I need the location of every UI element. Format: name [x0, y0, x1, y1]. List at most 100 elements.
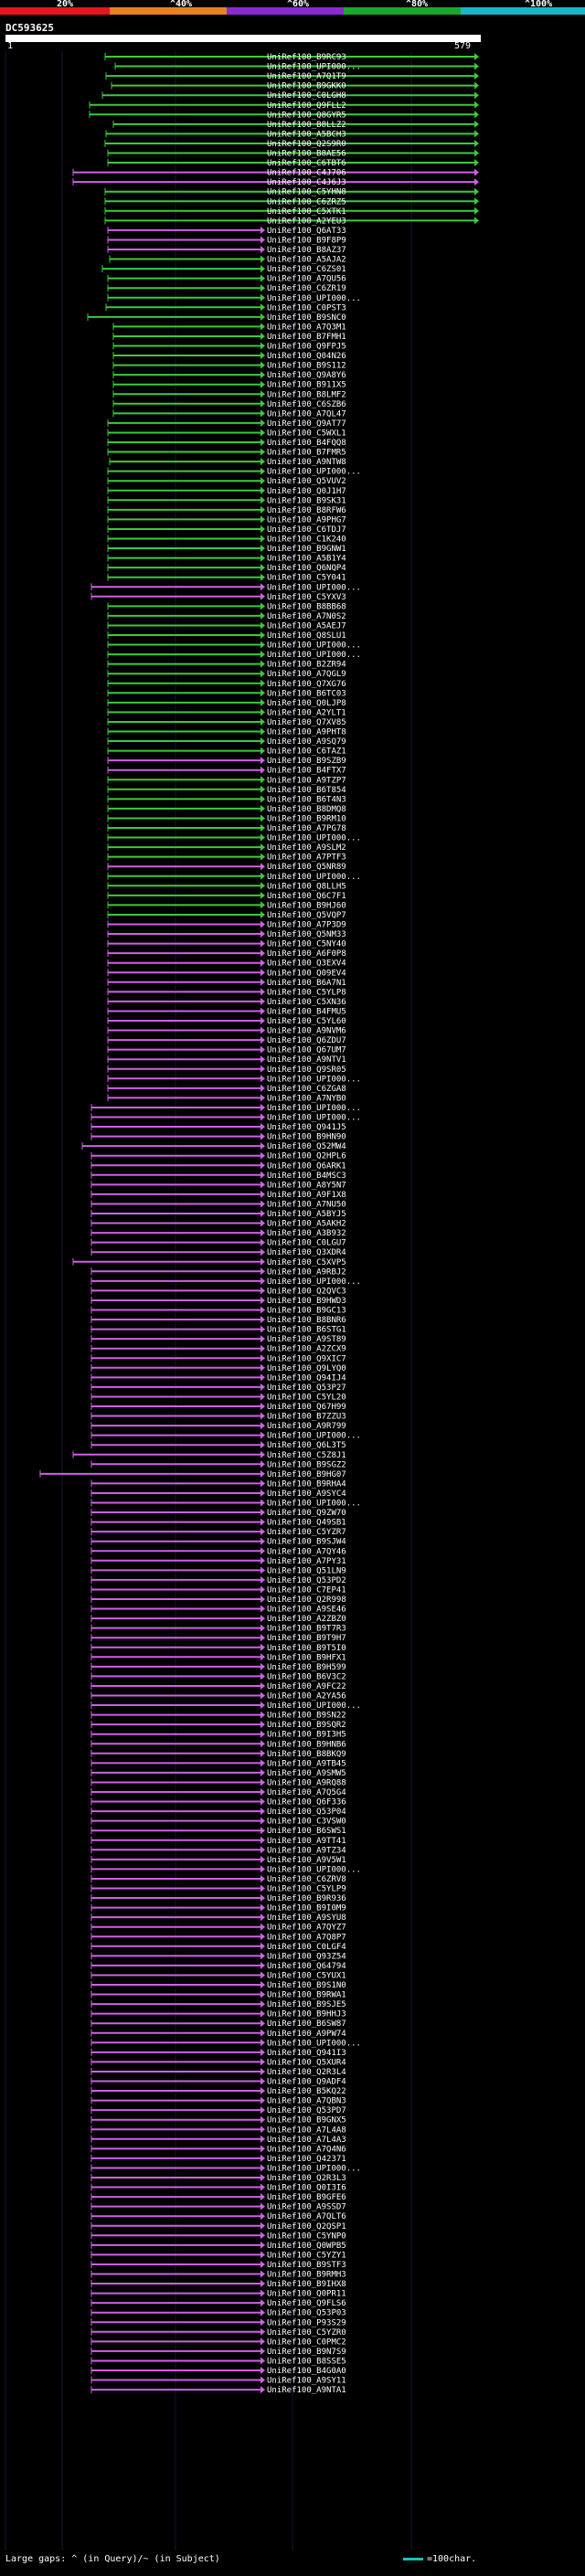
hit-label[interactable]: UniRef100_B8DMQ8	[267, 805, 346, 814]
hit-label[interactable]: UniRef100_Q6ZDU7	[267, 1036, 346, 1045]
hit-label[interactable]: UniRef100_A7Q8P7	[267, 1933, 346, 1942]
hit-label[interactable]: UniRef100_B2ZR94	[267, 661, 346, 670]
hit-label[interactable]: UniRef100_A9TZP7	[267, 776, 346, 785]
hit-label[interactable]: UniRef100_B9HWD3	[267, 1297, 346, 1306]
hit-row[interactable]: UniRef100_Q7XV85	[107, 717, 346, 727]
hit-row[interactable]: UniRef100_B8RFW6	[107, 505, 346, 515]
hit-row[interactable]: UniRef100_C5XN36	[107, 997, 346, 1007]
hit-row[interactable]: UniRef100_B8AZ37	[107, 246, 346, 255]
hit-row[interactable]: UniRef100_Q5NR89	[107, 863, 346, 872]
hit-row[interactable]: UniRef100_B9STF3	[90, 2260, 346, 2270]
hit-row[interactable]: UniRef100_A7QL47	[112, 409, 346, 419]
hit-label[interactable]: UniRef100_Q53P27	[267, 1383, 346, 1393]
hit-row[interactable]: UniRef100_C6TAZ1	[107, 747, 346, 757]
hit-row[interactable]: UniRef100_B9F8P9	[107, 236, 346, 245]
hit-label[interactable]: UniRef100_B4FTX7	[267, 767, 346, 776]
hit-label[interactable]: UniRef100_Q9FPJ5	[267, 343, 346, 352]
hit-row[interactable]: UniRef100_B911X5	[112, 380, 346, 390]
hit-label[interactable]: UniRef100_B911X5	[267, 381, 346, 390]
hit-row[interactable]: UniRef100_C6ZS01	[101, 265, 346, 274]
hit-label[interactable]: UniRef100_B9S112	[267, 362, 346, 371]
hit-label[interactable]: UniRef100_A9SSD7	[267, 2203, 346, 2212]
hit-row[interactable]: UniRef100_Q5VUV2	[107, 477, 346, 486]
hit-row[interactable]: UniRef100_UPI000...	[107, 467, 361, 477]
hit-row[interactable]: UniRef100_A9PW74	[90, 2029, 346, 2039]
hit-row[interactable]: UniRef100_B4FMU5	[107, 1007, 346, 1016]
hit-label[interactable]: UniRef100_A9TB45	[267, 1759, 346, 1768]
hit-label[interactable]: UniRef100_B9STF3	[267, 2261, 346, 2270]
hit-row[interactable]: UniRef100_A9TZP7	[107, 776, 346, 785]
hit-row[interactable]: UniRef100_C5YXV3	[90, 592, 346, 602]
hit-row[interactable]: UniRef100_B9T5I0	[90, 1643, 346, 1653]
hit-label[interactable]: UniRef100_UPI000...	[267, 468, 361, 477]
hit-label[interactable]: UniRef100_B9SGZ2	[267, 1460, 346, 1469]
hit-label[interactable]: UniRef100_A7P3D9	[267, 921, 346, 930]
hit-label[interactable]: UniRef100_B5KQ22	[267, 2087, 346, 2096]
hit-row[interactable]: UniRef100_B8BKQ9	[90, 1749, 346, 1759]
hit-row[interactable]: UniRef100_C7EP41	[90, 1585, 346, 1595]
hit-row[interactable]: UniRef100_A7L4A8	[90, 2125, 346, 2135]
hit-row[interactable]: UniRef100_A9PHG7	[107, 515, 346, 525]
hit-label[interactable]: UniRef100_B9H599	[267, 1663, 346, 1672]
hit-label[interactable]: UniRef100_Q5VQP7	[267, 911, 346, 920]
hit-row[interactable]: UniRef100_B9S112	[112, 361, 346, 371]
hit-label[interactable]: UniRef100_A9SE46	[267, 1606, 346, 1615]
hit-label[interactable]: UniRef100_Q6ARK1	[267, 1161, 346, 1171]
hit-label[interactable]: UniRef100_A7Q1T9	[267, 72, 346, 81]
hit-row[interactable]: UniRef100_Q51LN9	[90, 1566, 346, 1575]
hit-label[interactable]: UniRef100_A2YLT1	[267, 708, 346, 717]
hit-label[interactable]: UniRef100_B6SWS1	[267, 1827, 346, 1836]
hit-label[interactable]: UniRef100_A7NYB0	[267, 1094, 346, 1103]
hit-label[interactable]: UniRef100_Q9XIC7	[267, 1354, 346, 1363]
hit-label[interactable]: UniRef100_C0PMC2	[267, 2337, 346, 2347]
hit-row[interactable]: UniRef100_Q53PD7	[90, 2106, 346, 2115]
hit-row[interactable]: UniRef100_B9SJE5	[90, 2000, 346, 2009]
hit-row[interactable]: UniRef100_C5Y041	[107, 573, 346, 583]
hit-label[interactable]: UniRef100_A9NTW8	[267, 458, 346, 467]
hit-label[interactable]: UniRef100_A5AEJ7	[267, 621, 346, 631]
hit-row[interactable]: UniRef100_Q3EXV4	[107, 959, 346, 969]
hit-label[interactable]: UniRef100_Q5NR89	[267, 863, 346, 872]
hit-row[interactable]: UniRef100_Q53P03	[90, 2308, 346, 2318]
hit-row[interactable]: UniRef100_C5YUX1	[90, 1971, 346, 1980]
hit-label[interactable]: UniRef100_B4FQQ8	[267, 439, 346, 448]
hit-label[interactable]: UniRef100_B8BKQ9	[267, 1750, 346, 1759]
hit-label[interactable]: UniRef100_A9RBJ2	[267, 1267, 346, 1277]
hit-row[interactable]: UniRef100_B9GC13	[90, 1306, 346, 1316]
hit-label[interactable]: UniRef100_C5YLP8	[267, 988, 346, 997]
hit-label[interactable]: UniRef100_UPI000...	[267, 1075, 361, 1084]
hit-row[interactable]: UniRef100_Q5VQP7	[107, 910, 346, 920]
hit-label[interactable]: UniRef100_B9T7R3	[267, 1625, 346, 1634]
hit-row[interactable]: UniRef100_A7N0S2	[107, 611, 346, 621]
hit-row[interactable]: UniRef100_B9GFE6	[90, 2193, 346, 2202]
hit-row[interactable]: UniRef100_B6SWS1	[90, 1827, 346, 1836]
hit-row[interactable]: UniRef100_B9RMH3	[90, 2270, 346, 2280]
hit-label[interactable]: UniRef100_Q53P04	[267, 1807, 346, 1817]
hit-label[interactable]: UniRef100_C5YLP9	[267, 1885, 346, 1894]
hit-label[interactable]: UniRef100_C6ZR19	[267, 284, 346, 293]
hit-row[interactable]: UniRef100_A8Y5N7	[90, 1181, 346, 1190]
hit-label[interactable]: UniRef100_A7Q3M1	[267, 323, 346, 332]
hit-label[interactable]: UniRef100_B9R936	[267, 1894, 346, 1903]
hit-row[interactable]: UniRef100_C5YZY1	[90, 2251, 346, 2260]
hit-label[interactable]: UniRef100_Q9FLL2	[267, 101, 346, 111]
hit-row[interactable]: UniRef100_B6T4N3	[107, 795, 346, 804]
hit-row[interactable]: UniRef100_Q9A8Y6	[112, 371, 346, 380]
hit-row[interactable]: UniRef100_Q9XIC7	[90, 1354, 346, 1363]
hit-label[interactable]: UniRef100_Q7XV85	[267, 718, 346, 727]
hit-label[interactable]: UniRef100_B9I0M9	[267, 1904, 346, 1913]
hit-label[interactable]: UniRef100_C6TAZ1	[267, 747, 346, 757]
hit-label[interactable]: UniRef100_UPI000...	[267, 2039, 361, 2048]
hit-row[interactable]: UniRef100_B9T9H7	[90, 1634, 346, 1643]
hit-row[interactable]: UniRef100_A5B1Y4	[107, 554, 346, 564]
hit-label[interactable]: UniRef100_Q9SR05	[267, 1065, 346, 1075]
hit-label[interactable]: UniRef100_B9RMH3	[267, 2271, 346, 2280]
hit-label[interactable]: UniRef100_B9T9H7	[267, 1634, 346, 1643]
hit-row[interactable]: UniRef100_C5XTK1	[104, 207, 479, 217]
hit-label[interactable]: UniRef100_Q6C7F1	[267, 892, 346, 901]
hit-row[interactable]: UniRef100_A9TB45	[90, 1759, 346, 1768]
hit-label[interactable]: UniRef100_C5Y041	[267, 574, 346, 583]
hit-label[interactable]: UniRef100_A9SMW5	[267, 1769, 346, 1778]
hit-row[interactable]: UniRef100_C5NY40	[107, 939, 346, 949]
hit-row[interactable]: UniRef100_A5AEJ7	[107, 621, 346, 631]
